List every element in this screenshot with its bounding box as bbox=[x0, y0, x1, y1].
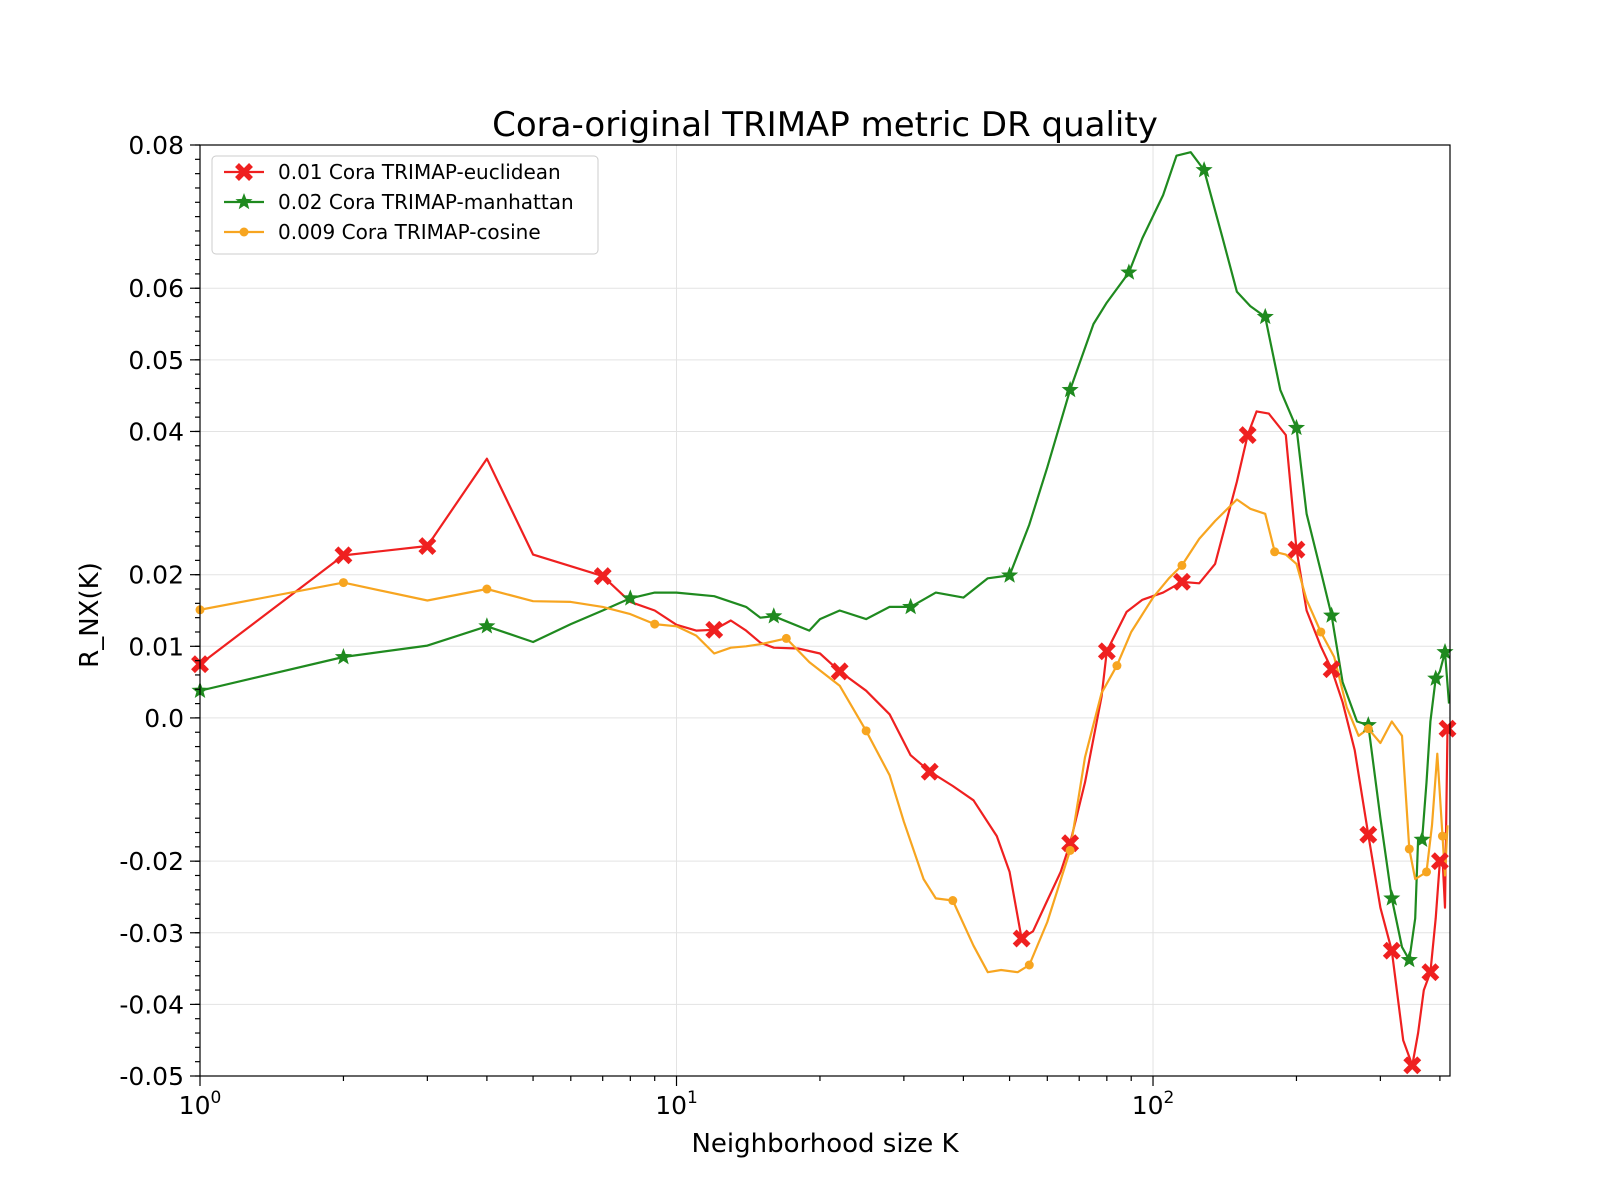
series-line-cosine bbox=[200, 498, 1449, 974]
data-point-cosine bbox=[1363, 724, 1373, 734]
data-point-cosine bbox=[1270, 547, 1280, 557]
data-point-manhattan bbox=[621, 589, 639, 606]
data-point-manhattan bbox=[1120, 263, 1138, 280]
legend-marker-cosine bbox=[239, 227, 249, 237]
data-point-euclidean bbox=[1287, 540, 1306, 559]
data-point-manhattan bbox=[1436, 643, 1454, 660]
y-tick-label: 0.08 bbox=[128, 131, 184, 160]
data-point-euclidean bbox=[334, 546, 353, 565]
data-point-euclidean bbox=[1012, 929, 1031, 948]
data-point-euclidean bbox=[830, 662, 849, 681]
y-tick-label: 0.04 bbox=[128, 417, 184, 446]
legend-marker-euclidean bbox=[235, 163, 253, 181]
y-tick-label: -0.05 bbox=[119, 1062, 184, 1091]
data-point-cosine bbox=[1437, 831, 1447, 841]
y-tick-label: 0.01 bbox=[128, 632, 184, 661]
data-point-euclidean bbox=[1359, 825, 1378, 844]
data-point-cosine bbox=[948, 896, 958, 906]
data-point-euclidean bbox=[1097, 642, 1116, 661]
data-point-cosine bbox=[1065, 845, 1075, 855]
x-axis-label: Neighborhood size K bbox=[691, 1129, 959, 1159]
data-point-euclidean bbox=[1421, 963, 1440, 982]
legend-label-euclidean: 0.01 Cora TRIMAP-euclidean bbox=[278, 160, 561, 184]
data-point-euclidean bbox=[1403, 1056, 1422, 1075]
data-point-cosine bbox=[861, 726, 871, 736]
data-point-manhattan bbox=[1195, 161, 1213, 178]
data-point-euclidean bbox=[1430, 852, 1449, 871]
x-tick-label: 101 bbox=[655, 1088, 698, 1120]
axis-ticks: 0.08 0.06 0.05 0.04 0.02 0.01 0.0 -0.02 -0.03 -0.… bbox=[119, 131, 1441, 1120]
data-point-manhattan bbox=[1256, 307, 1274, 325]
data-point-manhattan bbox=[1323, 606, 1341, 623]
chart-title: Cora-original TRIMAP metric DR quality bbox=[492, 105, 1158, 145]
y-tick-label: 0.06 bbox=[128, 274, 184, 303]
data-point-cosine bbox=[650, 619, 660, 629]
y-tick-label: -0.04 bbox=[119, 990, 184, 1019]
series-line-manhattan bbox=[200, 151, 1450, 962]
legend-label-manhattan: 0.02 Cora TRIMAP-manhattan bbox=[278, 190, 574, 214]
y-tick-label: 0.02 bbox=[128, 561, 184, 590]
y-tick-label: -0.02 bbox=[119, 847, 184, 876]
data-point-cosine bbox=[482, 584, 492, 594]
legend-marker-manhattan bbox=[235, 193, 253, 210]
data-point-manhattan bbox=[1400, 950, 1418, 968]
data-point-euclidean bbox=[705, 620, 724, 639]
data-point-euclidean bbox=[1238, 426, 1257, 444]
data-point-cosine bbox=[1177, 560, 1187, 570]
data-point-manhattan bbox=[1413, 830, 1431, 847]
legend: 0.01 Cora TRIMAP-euclidean 0.02 Cora TRIM… bbox=[211, 155, 599, 255]
legend-box bbox=[211, 155, 599, 255]
data-point-manhattan bbox=[765, 607, 783, 624]
data-point-cosine bbox=[1422, 867, 1432, 877]
data-point-cosine bbox=[781, 633, 791, 643]
x-tick-label: 102 bbox=[1132, 1088, 1175, 1120]
y-tick-label: 0.05 bbox=[128, 346, 184, 375]
data-point-euclidean bbox=[1322, 660, 1341, 679]
data-point-manhattan bbox=[902, 597, 920, 615]
x-tick-label: 100 bbox=[179, 1088, 222, 1120]
data-point-euclidean bbox=[1438, 719, 1457, 738]
data-point-euclidean bbox=[418, 537, 437, 555]
data-point-manhattan bbox=[1287, 418, 1306, 436]
y-tick-label: -0.03 bbox=[119, 919, 184, 948]
data-point-cosine bbox=[1404, 844, 1414, 854]
data-point-manhattan bbox=[1001, 566, 1019, 583]
y-tick-label: 0.0 bbox=[144, 704, 184, 733]
data-point-euclidean bbox=[1382, 941, 1401, 960]
data-point-cosine bbox=[1024, 960, 1034, 970]
legend-label-cosine: 0.009 Cora TRIMAP-cosine bbox=[278, 220, 541, 244]
data-point-cosine bbox=[338, 578, 348, 588]
data-point-euclidean bbox=[920, 762, 939, 781]
data-point-manhattan bbox=[1427, 669, 1445, 686]
data-point-cosine bbox=[1112, 661, 1122, 671]
plot-frame bbox=[199, 144, 1451, 1077]
data-point-manhattan bbox=[334, 648, 352, 665]
data-point-euclidean bbox=[1061, 834, 1080, 853]
data-point-euclidean bbox=[1172, 572, 1191, 591]
data-point-manhattan bbox=[1383, 889, 1401, 906]
data-point-cosine bbox=[1316, 627, 1326, 637]
data-point-manhattan bbox=[478, 617, 496, 634]
data-point-manhattan bbox=[1061, 380, 1079, 398]
y-axis-label: R_NX(K) bbox=[75, 562, 105, 668]
data-point-euclidean bbox=[593, 567, 612, 586]
